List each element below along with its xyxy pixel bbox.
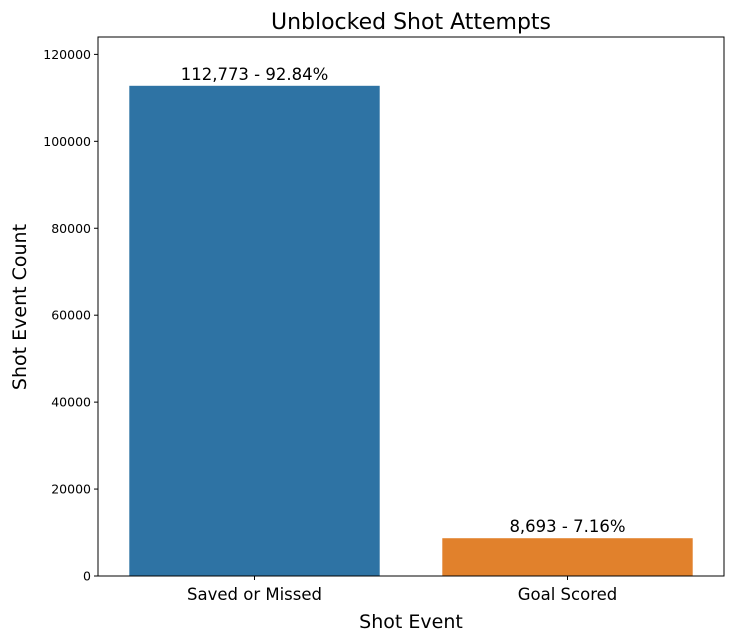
bar-data-label-0: 112,773 - 92.84% [181, 65, 329, 84]
y-tick-label-5: 100000 [43, 134, 91, 149]
x-tick-label-1: Goal Scored [518, 585, 618, 604]
bars-group [129, 85, 693, 576]
y-axis: 0 20000 40000 60000 80000 100000 120000 [43, 47, 98, 584]
y-tick-label-6: 120000 [43, 47, 91, 62]
plot-frame [97, 36, 725, 577]
bar-1 [442, 538, 693, 576]
y-tick-label-4: 80000 [51, 221, 91, 236]
y-axis-label: Shot Event Count [9, 224, 31, 390]
bar-data-label-1: 8,693 - 7.16% [509, 517, 625, 536]
data-labels-group: 112,773 - 92.84% 8,693 - 7.16% [181, 65, 626, 536]
bar-0 [129, 85, 380, 576]
y-tick-label-1: 20000 [51, 482, 91, 497]
x-tick-label-0: Saved or Missed [187, 585, 322, 604]
x-axis: Saved or Missed Goal Scored [187, 576, 617, 604]
chart-title: Unblocked Shot Attempts [271, 10, 551, 35]
y-tick-label-3: 60000 [51, 308, 91, 323]
x-axis-label: Shot Event [359, 611, 463, 633]
y-tick-label-2: 40000 [51, 395, 91, 410]
y-tick-label-0: 0 [83, 569, 91, 584]
